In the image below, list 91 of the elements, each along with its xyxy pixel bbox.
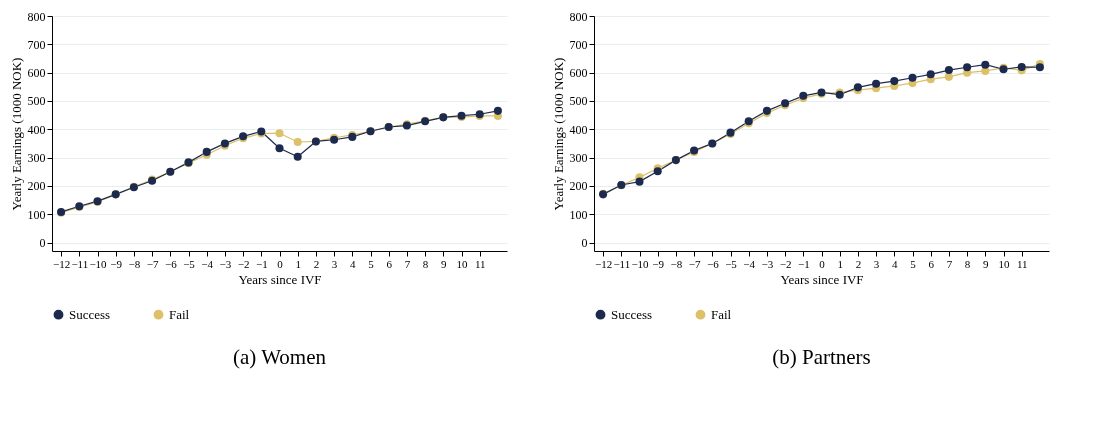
x-tick-label: 10 (998, 257, 1010, 270)
point (493, 106, 502, 115)
x-tick-label: 0 (819, 257, 826, 270)
y-tick-label: 100 (27, 207, 46, 222)
point (275, 129, 284, 138)
point (293, 137, 302, 147)
text: (b) Partners (772, 345, 871, 369)
y-tick-label: 800 (569, 9, 588, 24)
x-tick-label: −10 (631, 257, 650, 270)
x-tick-label: 11 (1016, 257, 1028, 270)
point (293, 152, 302, 161)
x-tick-label: 6 (928, 257, 935, 270)
x-tick-label: −2 (779, 257, 792, 270)
x-tick-label: 2 (313, 257, 320, 270)
x-tick-label: 8 (422, 257, 429, 270)
text: (a) Women (233, 345, 327, 369)
legend-label: Success (69, 306, 111, 322)
x-tick-label: −11 (613, 257, 631, 270)
x-tick-label: −10 (89, 257, 108, 270)
x-tick-label: 1 (295, 257, 301, 270)
x-tick-label: 11 (474, 257, 486, 270)
x-tick-label: −1 (797, 257, 810, 270)
y-tick-label: 200 (27, 179, 46, 194)
point (944, 72, 953, 81)
x-tick-label: −7 (146, 257, 159, 270)
x-tick-label: −4 (743, 257, 756, 270)
point (890, 77, 899, 86)
x-tick-label: 3 (331, 257, 338, 270)
x-tick-label: 4 (892, 257, 899, 270)
x-tick-label: 9 (441, 257, 448, 270)
y-tick-label: 600 (27, 66, 46, 81)
y-tick-label: 800 (27, 9, 46, 24)
y-tick-label: 400 (27, 122, 46, 137)
x-tick-label: 9 (983, 257, 990, 270)
legend-label: Success (611, 306, 653, 322)
x-tick-label: −5 (725, 257, 738, 270)
y-tick-label: 0 (39, 236, 46, 251)
y-tick-label: 100 (569, 207, 588, 222)
x-tick-label: −12 (594, 257, 613, 270)
x-tick-label: 1 (837, 257, 843, 270)
point (926, 70, 935, 79)
y-tick-label: 200 (569, 179, 588, 194)
y-tick-label: 300 (569, 151, 588, 166)
y-tick-label: 400 (569, 122, 588, 137)
x-tick-label: −2 (237, 257, 250, 270)
x-tick-label: 5 (368, 257, 375, 270)
legend-label: Fail (711, 306, 732, 322)
point (635, 177, 644, 186)
x-tick-label: −3 (219, 257, 232, 270)
y-tick-label: 700 (569, 37, 588, 52)
y-tick-label: 0 (581, 236, 588, 251)
x-tick-label: 7 (946, 257, 953, 270)
point (275, 144, 284, 153)
x-tick-label: 8 (964, 257, 971, 270)
x-axis-title: Years since IVF (238, 271, 322, 287)
point (981, 60, 990, 69)
x-tick-label: 2 (855, 257, 862, 270)
x-tick-label: 6 (386, 257, 393, 270)
point (944, 66, 953, 75)
x-tick-label: 7 (404, 257, 411, 270)
x-tick-label: −1 (255, 257, 268, 270)
x-tick-label: −9 (652, 257, 665, 270)
x-tick-label: −11 (71, 257, 89, 270)
legend-label: Fail (169, 306, 190, 322)
x-tick-label: −6 (164, 257, 178, 270)
y-tick-label: 700 (27, 37, 46, 52)
x-tick-label: −8 (128, 257, 141, 270)
x-tick-label: −12 (52, 257, 71, 270)
x-tick-label: −5 (183, 257, 196, 270)
x-tick-label: 3 (873, 257, 880, 270)
point (1017, 62, 1026, 71)
point (908, 73, 917, 82)
y-axis-title: Yearly Earnings (1000 NOK) (8, 57, 24, 211)
x-axis-title: Years since IVF (780, 271, 864, 287)
x-tick-label: −7 (688, 257, 701, 270)
x-tick-label: 5 (910, 257, 917, 270)
x-tick-label: −4 (201, 257, 214, 270)
x-tick-label: 4 (350, 257, 357, 270)
point (963, 63, 972, 72)
x-tick-label: 10 (456, 257, 468, 270)
x-tick-label: −8 (670, 257, 683, 270)
point (872, 79, 881, 88)
x-tick-label: −6 (706, 257, 720, 270)
y-axis-title: Yearly Earnings (1000 NOK) (550, 57, 566, 211)
y-tick-label: 500 (27, 94, 46, 109)
x-tick-label: −3 (761, 257, 774, 270)
y-tick-label: 500 (569, 94, 588, 109)
x-tick-label: −9 (110, 257, 123, 270)
y-tick-label: 300 (27, 151, 46, 166)
y-tick-label: 600 (569, 66, 588, 81)
x-tick-label: 0 (277, 257, 284, 270)
